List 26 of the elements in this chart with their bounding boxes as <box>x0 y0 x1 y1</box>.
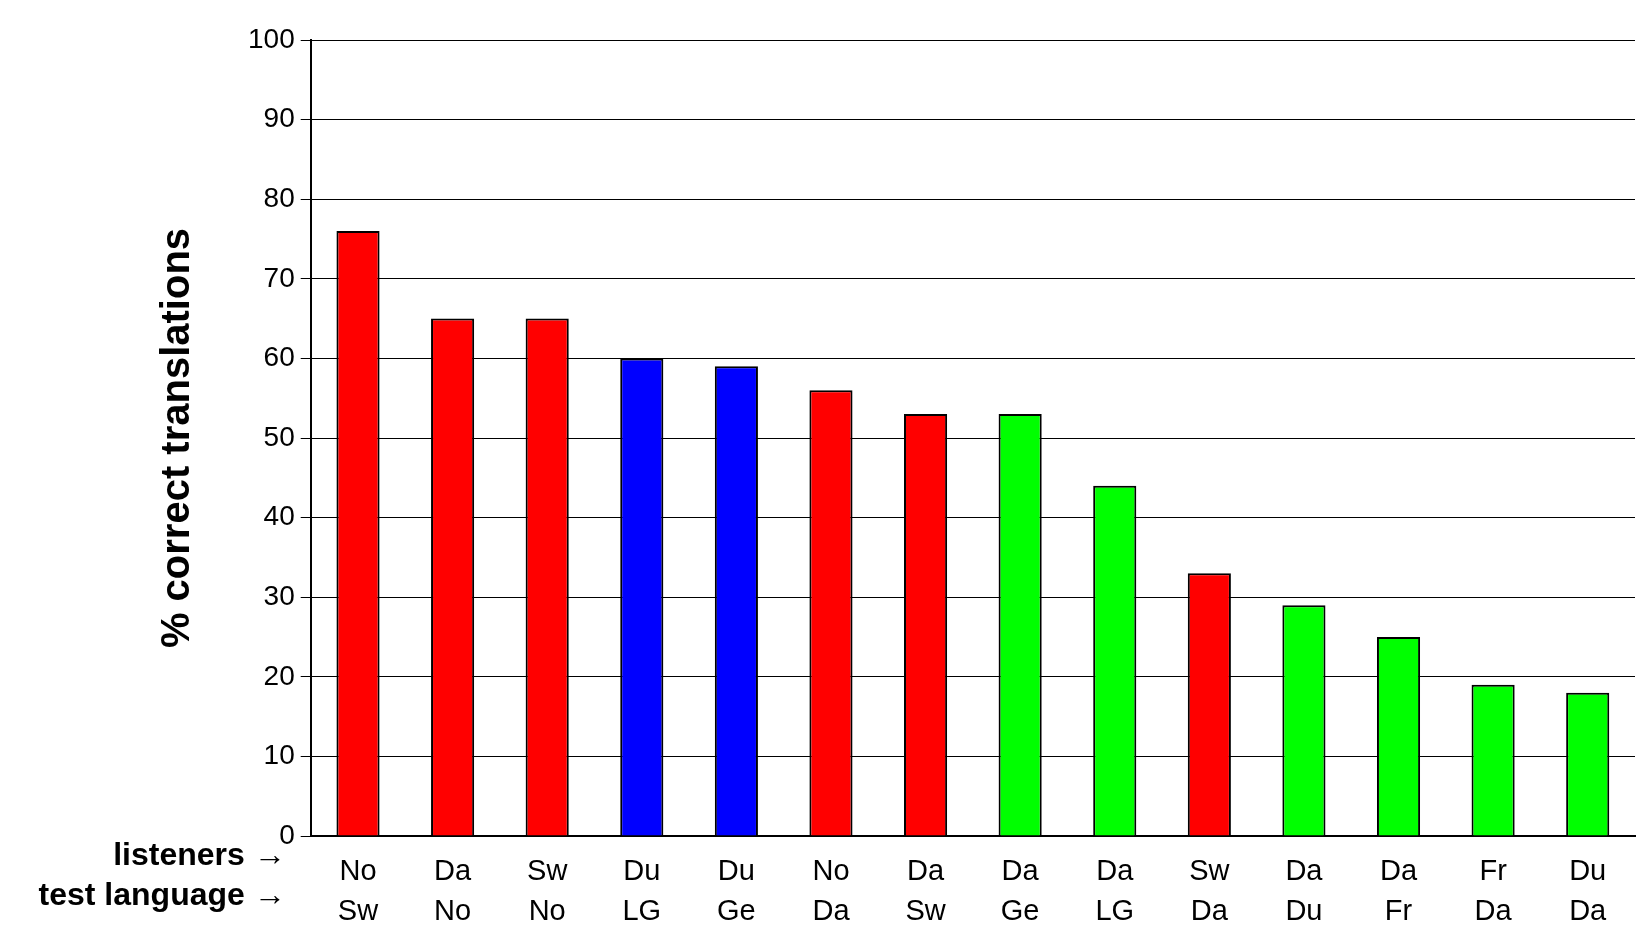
x-tick-label: Fr Da <box>1474 854 1513 926</box>
y-tick-label: 40 <box>263 500 295 532</box>
y-axis-title: % correct translations <box>153 227 198 649</box>
x-tick-label: No Sw <box>337 854 380 926</box>
text: test language → <box>38 875 286 912</box>
x-tick-label: Sw Da <box>1189 854 1231 926</box>
x-tick-label: Du Da <box>1569 854 1608 926</box>
x-tick-label: Da No <box>434 854 473 926</box>
x-tick-label: Du Ge <box>717 854 756 926</box>
x-tick-label: Da Sw <box>905 854 947 926</box>
x-tick-label: Du LG <box>622 854 662 926</box>
x-tick-label: Da Ge <box>1000 854 1040 926</box>
y-tick-label: 70 <box>263 261 295 293</box>
y-tick-label: 10 <box>263 739 295 771</box>
y-tick-label: 60 <box>263 341 295 373</box>
y-tick-label: 90 <box>263 102 295 134</box>
y-tick-label: 30 <box>263 579 295 611</box>
y-tick-label: 100 <box>248 22 295 54</box>
x-tick-label: No Da <box>812 854 851 926</box>
y-tick-label: 20 <box>263 659 295 691</box>
x-tick-label: Da LG <box>1095 854 1135 926</box>
x-tick-label: Da Fr <box>1379 854 1418 926</box>
x-tick-label: Sw No <box>527 854 569 926</box>
x-tick-label: Da Du <box>1285 854 1324 926</box>
y-tick-label: 50 <box>263 420 295 452</box>
y-tick-label: 80 <box>263 181 295 213</box>
